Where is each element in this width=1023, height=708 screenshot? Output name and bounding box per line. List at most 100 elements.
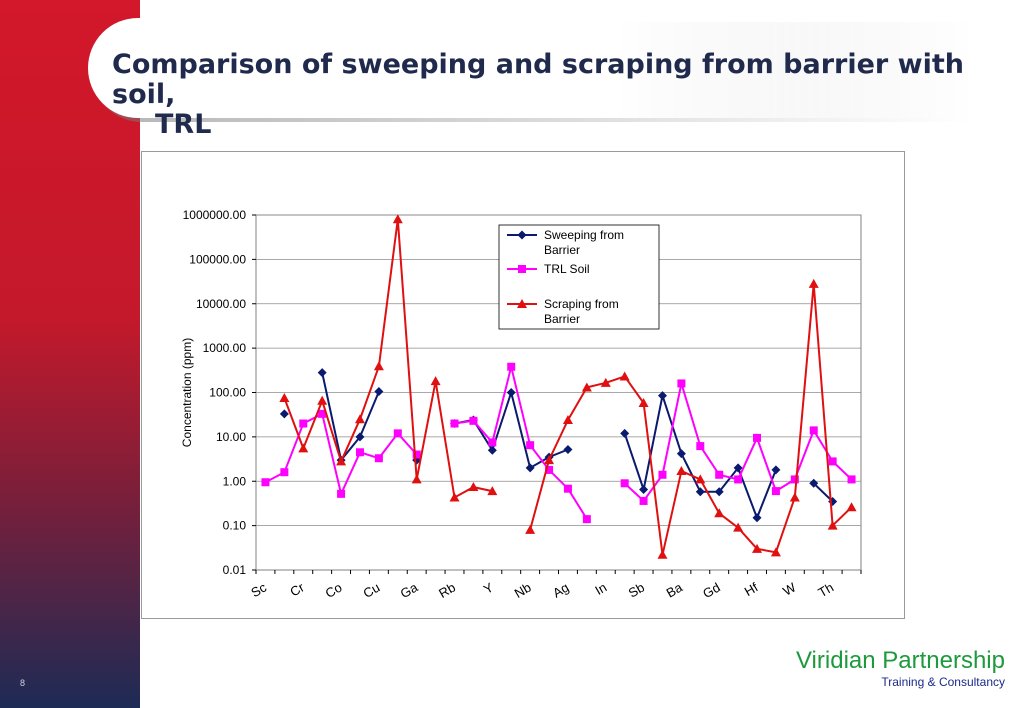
trl-soil-point xyxy=(507,362,516,371)
scraping-from-barrier-point xyxy=(279,393,290,403)
scraping-from-barrier-point xyxy=(373,361,384,371)
sweeping-from-barrier-line xyxy=(321,372,380,463)
legend-swatch-marker xyxy=(517,299,527,308)
x-tick-label: Ga xyxy=(398,579,421,601)
sweeping-from-barrier-point xyxy=(317,368,327,378)
trl-soil-point xyxy=(658,470,667,479)
brand-tagline: Training & Consultancy xyxy=(881,675,1005,689)
trl-soil-point xyxy=(715,470,724,479)
x-tick-label: Rb xyxy=(436,580,458,601)
sweeping-from-barrier-point xyxy=(771,465,781,475)
sweeping-from-barrier-point xyxy=(695,487,705,497)
trl-soil-point xyxy=(847,475,856,484)
sweeping-from-barrier-point xyxy=(355,432,365,442)
sweeping-from-barrier-point xyxy=(525,463,535,473)
sweeping-from-barrier-line xyxy=(813,482,834,503)
scraping-from-barrier-point xyxy=(468,482,479,492)
brand-logo: Viridian Partnership Training & Consulta… xyxy=(796,648,1005,690)
scraping-from-barrier-point xyxy=(600,377,611,387)
y-tick-label: 0.01 xyxy=(223,563,247,577)
legend-swatch-marker xyxy=(517,230,527,240)
x-tick-label: Ba xyxy=(664,579,686,600)
trl-soil-point xyxy=(450,419,459,428)
brand-name: Viridian Partnership xyxy=(795,647,1005,674)
scraping-from-barrier-point xyxy=(619,371,630,381)
slide-title-line1: Comparison of sweeping and scraping from… xyxy=(112,49,964,110)
legend xyxy=(498,224,660,330)
slide-title: Comparison of sweeping and scraping from… xyxy=(112,50,1012,140)
y-tick-label: 1000.00 xyxy=(203,341,247,355)
y-tick-label: 0.10 xyxy=(223,519,247,533)
x-tick-label: In xyxy=(592,580,609,598)
trl-soil-point xyxy=(545,465,554,474)
scraping-from-barrier-point xyxy=(449,492,460,502)
scraping-from-barrier-point xyxy=(676,466,687,476)
trl-soil-point xyxy=(582,515,591,524)
trl-soil-point xyxy=(318,409,327,418)
scraping-from-barrier-point xyxy=(657,549,668,559)
scraping-from-barrier-point xyxy=(638,397,649,407)
y-tick-label: 100000.00 xyxy=(189,252,246,266)
legend-label-cont: Barrier xyxy=(544,243,580,257)
trl-soil-point xyxy=(337,489,346,498)
scraping-from-barrier-point xyxy=(392,214,403,224)
x-tick-label: Cr xyxy=(287,579,307,599)
scraping-from-barrier-point xyxy=(354,414,365,424)
slide-title-line2: TRL xyxy=(155,109,212,140)
x-tick-label: W xyxy=(780,579,799,598)
sweeping-from-barrier-point xyxy=(714,487,724,497)
scraping-from-barrier-line xyxy=(529,283,853,556)
trl-soil-point xyxy=(374,454,383,463)
trl-soil-point xyxy=(828,457,837,466)
trl-soil-point xyxy=(469,416,478,425)
scraping-from-barrier-point xyxy=(525,524,536,534)
sweeping-from-barrier-point xyxy=(752,513,762,523)
x-tick-label: Ag xyxy=(550,580,571,601)
trl-soil-point xyxy=(412,450,421,459)
left-color-bar xyxy=(0,0,140,708)
legend-label: TRL Soil xyxy=(544,262,590,276)
trl-soil-point xyxy=(696,442,705,451)
scraping-from-barrier-point xyxy=(714,508,725,518)
x-tick-label: Sb xyxy=(626,580,647,601)
x-tick-label: Gd xyxy=(700,580,723,602)
title-banner xyxy=(88,18,1023,118)
page-number: 8 xyxy=(20,678,26,688)
scraping-from-barrier-point xyxy=(411,474,422,484)
scraping-from-barrier-point xyxy=(487,486,498,496)
x-tick-label: Hf xyxy=(742,579,761,599)
scraping-from-barrier-point xyxy=(336,456,347,466)
scraping-from-barrier-point xyxy=(298,443,309,453)
y-tick-label: 1.00 xyxy=(223,474,247,488)
y-tick-label: 10.00 xyxy=(216,430,246,444)
scraping-from-barrier-point xyxy=(770,547,781,557)
x-tick-label: Co xyxy=(323,580,345,601)
trl-soil-point xyxy=(677,379,686,388)
sweeping-from-barrier-point xyxy=(374,387,384,397)
scraping-from-barrier-point xyxy=(808,278,819,288)
trl-soil-point xyxy=(355,448,364,457)
scraping-from-barrier-point xyxy=(562,415,573,425)
x-tick-label: Th xyxy=(816,580,837,601)
scraping-from-barrier-point xyxy=(544,455,555,465)
x-tick-label: Cu xyxy=(360,580,382,601)
trl-soil-point xyxy=(563,484,572,493)
trl-soil-point xyxy=(639,496,648,505)
sweeping-from-barrier-point xyxy=(279,409,289,419)
trl-soil-point xyxy=(488,438,497,447)
scraping-from-barrier-point xyxy=(317,395,328,405)
trl-soil-point xyxy=(526,441,535,450)
trl-soil-point xyxy=(809,426,818,435)
legend-label-cont: Barrier xyxy=(544,312,580,326)
scraping-from-barrier-point xyxy=(581,382,592,392)
scraping-from-barrier-line xyxy=(283,219,493,500)
trl-soil-point xyxy=(790,475,799,484)
scraping-from-barrier-point xyxy=(430,376,441,386)
y-tick-label: 1000000.00 xyxy=(183,208,247,222)
x-tick-label: Y xyxy=(481,579,496,596)
scraping-from-barrier-point xyxy=(846,502,857,512)
scraping-from-barrier-point xyxy=(695,474,706,484)
sweeping-from-barrier-point xyxy=(563,444,573,454)
trl-soil-point xyxy=(280,468,289,477)
y-tick-label: 100.00 xyxy=(209,386,246,400)
